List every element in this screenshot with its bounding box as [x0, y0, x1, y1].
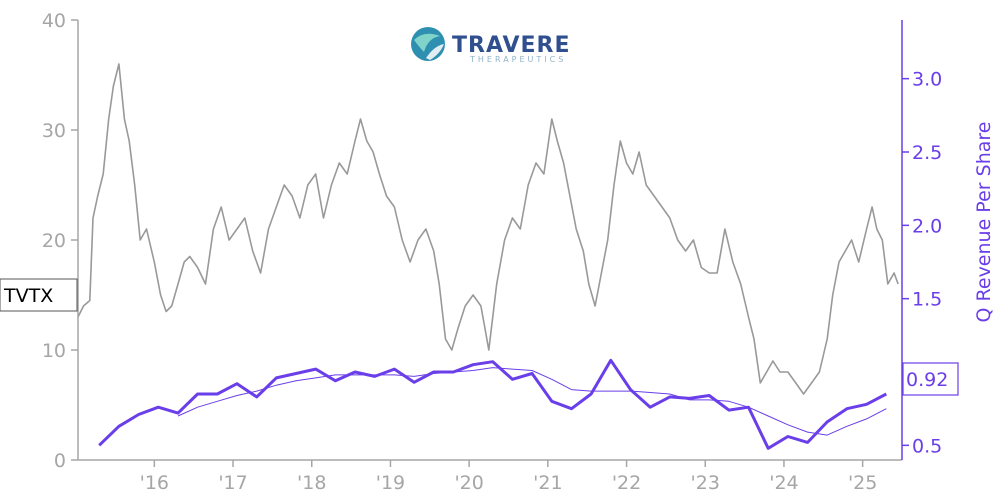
- right-axis-label: Q Revenue Per Share: [973, 122, 995, 323]
- x-tick-label: '24: [769, 472, 798, 494]
- x-tick-label: '19: [376, 472, 405, 494]
- x-tick-label: '22: [612, 472, 641, 494]
- x-tick-label: '21: [533, 472, 562, 494]
- right-tick-label: 1.5: [912, 289, 942, 311]
- left-tick-label: 20: [42, 230, 66, 252]
- right-axis-ticks: 0.51.01.52.02.53.0: [902, 69, 942, 457]
- left-tick-label: 10: [42, 340, 66, 362]
- company-logo: TRAVERE THERAPEUTICS: [411, 27, 571, 64]
- x-tick-label: '25: [848, 472, 877, 494]
- x-tick-label: '16: [140, 472, 169, 494]
- logo-name: TRAVERE: [452, 33, 571, 58]
- logo-mark-icon: [411, 27, 445, 61]
- x-tick-label: '23: [691, 472, 720, 494]
- ticker-label: TVTX: [3, 285, 53, 307]
- last-value-box: 0.92: [902, 362, 959, 396]
- revenue-trend-line: [177, 367, 887, 436]
- x-tick-label: '18: [297, 472, 326, 494]
- left-tick-label: 40: [42, 10, 66, 32]
- left-tick-label: 30: [42, 120, 66, 142]
- x-tick-label: '17: [218, 472, 247, 494]
- right-tick-label: 0.5: [912, 435, 942, 457]
- last-value-label: 0.92: [906, 369, 948, 391]
- revenue-series: [98, 358, 887, 450]
- price-series: [77, 63, 899, 395]
- logo-tagline: THERAPEUTICS: [469, 55, 566, 64]
- x-tick-label: '20: [454, 472, 483, 494]
- ticker-box: TVTX: [0, 278, 78, 312]
- right-tick-label: 2.5: [912, 142, 942, 164]
- price-line: [77, 63, 899, 395]
- revenue-trend-series: [177, 367, 887, 436]
- right-tick-label: 3.0: [912, 69, 942, 91]
- left-tick-label: 0: [54, 450, 66, 472]
- left-axis-ticks: 0 10 20 30 40: [42, 10, 78, 472]
- x-axis-ticks: '16 '17 '18 '19 '20 '21 '22 '23 '24 '25: [140, 460, 877, 494]
- right-tick-label: 2.0: [912, 215, 942, 237]
- revenue-line: [98, 358, 887, 450]
